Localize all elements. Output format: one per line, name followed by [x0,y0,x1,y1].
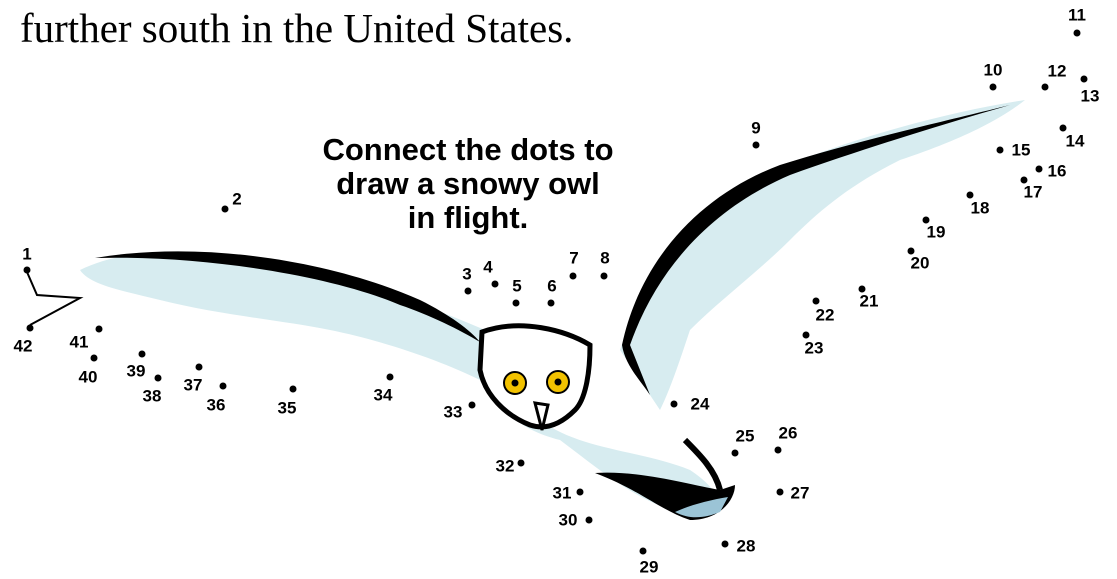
dot [96,326,103,333]
dot-number: 42 [14,336,33,355]
dot [671,401,678,408]
dot [601,273,608,280]
dot-number: 1 [22,244,31,263]
dot [24,267,31,274]
dot-number: 32 [496,456,515,475]
dot-number: 10 [984,60,1003,79]
dot-number: 39 [127,361,146,380]
dot [222,206,229,213]
dot [155,375,162,382]
dot [967,192,974,199]
dot-number: 19 [927,222,946,241]
dot-number: 41 [70,332,89,351]
dot [1081,76,1088,83]
dot [640,548,647,555]
instruction-line: draw a snowy owl [336,166,600,201]
dot-number: 28 [737,536,756,555]
dot-number: 25 [736,426,755,445]
dot [1042,84,1049,91]
dot-number: 36 [207,395,226,414]
dot-number: 3 [462,264,471,283]
dot-number: 38 [143,386,162,405]
dot-number: 26 [779,423,798,442]
dot-number: 5 [512,276,521,295]
dot [1074,30,1081,37]
dot-number: 29 [640,557,659,576]
dot-number: 20 [911,253,930,272]
dot-number: 6 [547,276,556,295]
dot-number: 24 [691,394,710,413]
dot-number: 31 [553,483,572,502]
dot [387,374,394,381]
dot-number: 4 [483,257,493,276]
dot-number: 11 [1068,5,1086,24]
dot [220,383,227,390]
dot [732,450,739,457]
dot [91,355,98,362]
dot-number: 35 [278,398,297,417]
dot [570,273,577,280]
dot [139,351,146,358]
dot-number: 8 [600,248,609,267]
dot-number: 27 [791,483,810,502]
page: {"text": "further south in the United St… [0,0,1117,579]
dot [290,386,297,393]
dot [465,288,472,295]
dot [513,300,520,307]
dot [803,332,810,339]
dot-number: 17 [1024,182,1043,201]
dot [1060,125,1067,132]
dot-number: 40 [79,367,98,386]
dot-number: 21 [860,291,879,310]
dot [722,541,729,548]
dot [196,364,203,371]
dot-number: 2 [232,189,241,208]
dot-number: 16 [1048,161,1067,180]
dot [990,84,997,91]
instruction-line: Connect the dots to [322,132,613,167]
dot [577,489,584,496]
body-text: further south in the United States. [20,5,573,51]
instruction-line: in flight. [408,200,529,235]
worksheet: further south in the United States. Conn… [0,0,1117,579]
dot-number: 15 [1012,140,1031,159]
dot-number: 22 [816,305,835,324]
dot [518,460,525,467]
dot [997,147,1004,154]
dot [777,489,784,496]
dot-number: 30 [559,510,578,529]
dot-number: 9 [751,118,760,137]
dot [548,300,555,307]
dot [813,298,820,305]
dot [1036,166,1043,173]
dot-number: 13 [1081,86,1100,105]
dot [586,517,593,524]
dot-number: 14 [1066,131,1085,150]
dot-number: 23 [805,338,824,357]
dot [753,142,760,149]
dot-number: 18 [971,198,990,217]
dot-number: 33 [444,402,463,421]
dot-number: 12 [1048,61,1067,80]
dot [775,447,782,454]
start-lines [27,272,80,325]
dot [27,325,34,332]
dot [469,402,476,409]
dot-number: 34 [374,385,393,404]
dot-number: 37 [184,375,203,394]
dot [492,281,499,288]
dot-number: 7 [569,248,578,267]
